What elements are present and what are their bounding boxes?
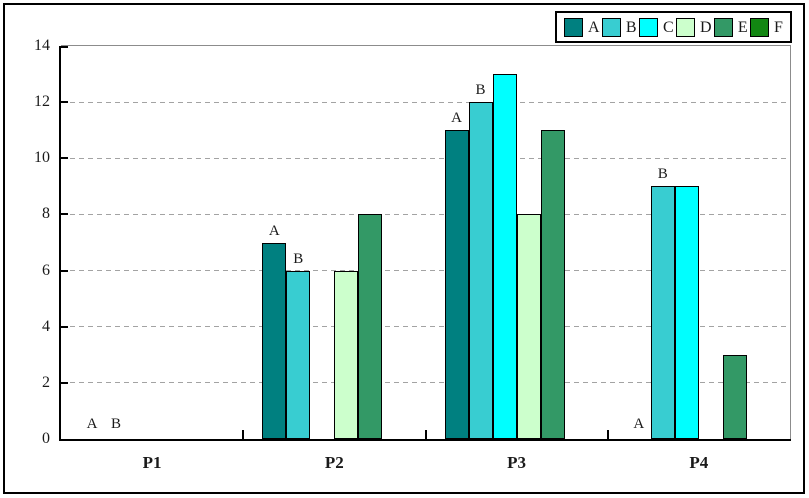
legend-swatch-E <box>713 17 733 37</box>
y-tick-2 <box>61 381 68 384</box>
y-tick-8 <box>61 213 68 216</box>
bar-label-P1-A: A <box>86 416 98 432</box>
y-axis-label-14: 14 <box>34 37 50 54</box>
bar-label-P4-A: A <box>633 416 645 432</box>
legend-swatch-A <box>564 17 583 37</box>
legend-label-E: E <box>737 18 748 36</box>
x-tick-boundary-2 <box>424 430 427 439</box>
y-tick-4 <box>61 325 68 328</box>
y-axis-label-12: 12 <box>34 93 50 111</box>
bar-label-P2-B: B <box>293 250 304 267</box>
gridline-y2 <box>61 382 790 384</box>
bar-P3-A <box>444 130 469 439</box>
bar-label-P3-A: A <box>451 110 462 127</box>
bar-P4-E <box>722 354 747 439</box>
bar-P2-A <box>262 242 287 439</box>
legend-label-D: D <box>699 18 712 36</box>
category-label-P3: P3 <box>507 453 527 472</box>
y-axis-label-2: 2 <box>42 373 50 391</box>
bar-P3-D <box>516 214 541 439</box>
legend-swatch-F <box>750 17 770 37</box>
y-axis-label-4: 4 <box>42 317 50 335</box>
gridline-y8 <box>61 213 790 215</box>
bar-label-P2-A: A <box>268 222 280 239</box>
bar-P3-C <box>492 74 517 439</box>
legend-item-D: D <box>675 17 712 37</box>
gridline-y6 <box>61 270 790 272</box>
y-tick-10 <box>61 157 68 160</box>
y-axis-label-10: 10 <box>34 149 50 167</box>
bar-P2-D <box>334 270 359 439</box>
legend-item-B: B <box>601 17 637 37</box>
legend-swatch-B <box>601 17 621 37</box>
bar-label-P4-B: B <box>657 166 668 183</box>
x-axis-line <box>59 439 791 441</box>
legend-label-C: C <box>662 18 674 36</box>
category-label-P2: P2 <box>324 453 344 472</box>
gridline-y12 <box>61 101 790 103</box>
bar-P4-C <box>674 186 699 439</box>
gridline-y4 <box>61 326 790 328</box>
legend-item-E: E <box>713 17 748 37</box>
y-tick-14 <box>61 46 68 48</box>
legend-swatch-C <box>638 17 658 37</box>
legend-swatch-D <box>675 17 695 37</box>
bar-P4-B <box>650 186 675 439</box>
legend-label-A: A <box>588 18 600 36</box>
plot-border-top <box>61 45 791 46</box>
y-axis-label-0: 0 <box>42 430 50 447</box>
category-label-P1: P1 <box>142 453 162 472</box>
legend-item-C: C <box>638 17 674 37</box>
legend-label-F: F <box>774 18 783 36</box>
y-axis-line <box>59 46 61 439</box>
y-axis-label-8: 8 <box>42 205 50 223</box>
legend-label-B: B <box>625 18 637 36</box>
category-label-P4: P4 <box>689 453 709 472</box>
gridline-y10 <box>61 157 790 159</box>
x-tick-boundary-3 <box>606 430 609 439</box>
y-tick-6 <box>61 269 68 272</box>
y-axis-label-6: 6 <box>42 261 50 279</box>
x-tick-boundary-1 <box>242 430 245 439</box>
bar-P2-E <box>358 214 383 439</box>
y-tick-12 <box>61 101 68 104</box>
legend: A B C D E F <box>555 11 792 43</box>
bar-label-P3-B: B <box>475 82 486 99</box>
plot-border-right <box>790 45 791 440</box>
legend-item-F: F <box>750 17 783 37</box>
legend-item-A: A <box>564 17 600 37</box>
bar-P2-B <box>286 270 311 439</box>
bar-P3-E <box>540 130 565 439</box>
bar-label-P1-B: B <box>110 416 121 432</box>
bar-P3-B <box>468 102 493 439</box>
